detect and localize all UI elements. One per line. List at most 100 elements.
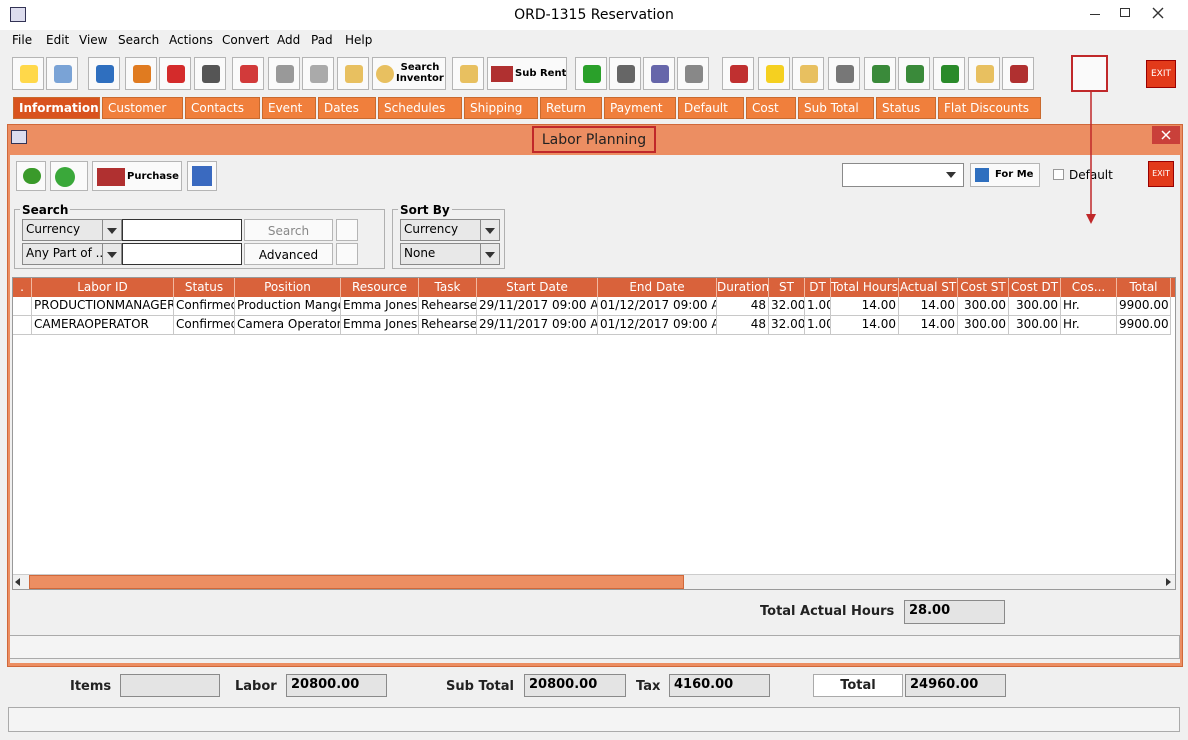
toolbar-button[interactable]	[194, 57, 226, 90]
column-header[interactable]: DT	[805, 278, 831, 297]
search-input[interactable]	[122, 219, 242, 241]
maximize-button[interactable]	[1120, 8, 1130, 17]
search-input[interactable]	[122, 243, 242, 265]
toolbar-button[interactable]	[643, 57, 675, 90]
tab[interactable]: Contacts	[185, 97, 260, 119]
highlighted-button[interactable]	[1071, 55, 1108, 92]
scope-combo[interactable]	[842, 163, 964, 187]
menu-item[interactable]: Actions	[169, 33, 213, 47]
toolbar-button[interactable]	[575, 57, 607, 90]
combo-dropdown[interactable]	[102, 220, 121, 240]
tab[interactable]: Event	[262, 97, 316, 119]
column-header[interactable]: Position	[235, 278, 341, 297]
toolbar-button[interactable]	[864, 57, 896, 90]
scroll-left[interactable]	[15, 578, 20, 586]
toolbar-button[interactable]	[337, 57, 369, 90]
toolbar-button[interactable]	[792, 57, 824, 90]
toolbar-button[interactable]	[677, 57, 709, 90]
combo-dropdown[interactable]	[480, 244, 499, 264]
exit-button[interactable]: EXIT	[1148, 161, 1174, 187]
menu-item[interactable]: Help	[345, 33, 373, 47]
column-header[interactable]: Duration	[717, 278, 769, 297]
tab[interactable]: Cost	[746, 97, 796, 119]
toolbar-button[interactable]	[758, 57, 790, 90]
search-button[interactable]: Search	[244, 219, 333, 241]
toolbar-button[interactable]	[46, 57, 78, 90]
column-header[interactable]: Total	[1117, 278, 1171, 297]
close-button[interactable]	[1152, 7, 1164, 19]
exit-button[interactable]: EXIT	[1146, 60, 1176, 88]
tab[interactable]: Shipping	[464, 97, 538, 119]
toolbar-button[interactable]	[968, 57, 1000, 90]
toolbar-button[interactable]	[12, 57, 44, 90]
menu-item[interactable]: File	[12, 33, 33, 47]
menu-item[interactable]: Pad	[311, 33, 333, 47]
toolbar-button[interactable]	[88, 57, 120, 90]
toolbar-button[interactable]	[268, 57, 300, 90]
toolbar-button[interactable]	[302, 57, 334, 90]
combo-dropdown[interactable]	[480, 220, 499, 240]
combo-dropdown[interactable]	[102, 244, 121, 264]
column-header[interactable]: ST	[769, 278, 805, 297]
column-header[interactable]: Cos...	[1061, 278, 1117, 297]
search-match-combo[interactable]: Any Part of ...	[22, 243, 122, 265]
tab[interactable]: Payment	[604, 97, 676, 119]
tab[interactable]: Return	[540, 97, 602, 119]
toolbar-button[interactable]	[16, 161, 46, 191]
column-header[interactable]: Status	[174, 278, 235, 297]
tab[interactable]: Dates	[318, 97, 376, 119]
tab[interactable]: Customer	[102, 97, 183, 119]
toolbar-button[interactable]	[1002, 57, 1034, 90]
toolbar-button[interactable]	[609, 57, 641, 90]
column-header[interactable]: Cost ST	[958, 278, 1009, 297]
default-checkbox[interactable]	[1053, 169, 1064, 180]
toolbar-button[interactable]	[232, 57, 264, 90]
tab[interactable]: Schedules	[378, 97, 462, 119]
toolbar-button[interactable]: Purchase	[92, 161, 182, 191]
toolbar-button[interactable]	[898, 57, 930, 90]
tab[interactable]: Information	[13, 97, 100, 119]
column-header[interactable]: Resource	[341, 278, 419, 297]
toolbar-button[interactable]	[50, 161, 88, 191]
toolbar-button[interactable]	[828, 57, 860, 90]
scrollbar-thumb[interactable]	[29, 575, 684, 589]
menu-item[interactable]: View	[79, 33, 108, 47]
column-header[interactable]: Total Hours	[831, 278, 899, 297]
toolbar-button[interactable]	[722, 57, 754, 90]
minimize-button[interactable]	[1090, 14, 1100, 15]
column-header[interactable]: Cost DT	[1009, 278, 1061, 297]
tab[interactable]: Default	[678, 97, 744, 119]
menu-item[interactable]: Add	[277, 33, 301, 47]
for-me-button[interactable]: For Me	[970, 163, 1040, 187]
column-header[interactable]: Labor ID	[32, 278, 174, 297]
sub-rent-button[interactable]: Sub Rent	[487, 57, 567, 90]
icon	[766, 65, 784, 83]
search-icon-button[interactable]	[336, 219, 358, 241]
menu-item[interactable]: Convert	[222, 33, 270, 47]
search-inventory-button[interactable]: Search Inventory	[372, 57, 446, 90]
advanced-icon-button[interactable]	[336, 243, 358, 265]
sort-first-combo[interactable]: Currency	[400, 219, 500, 241]
toolbar-button[interactable]	[125, 57, 157, 90]
toolbar-button[interactable]	[159, 57, 191, 90]
advanced-button[interactable]: Advanced	[244, 243, 333, 265]
table-cell: 300.00	[1009, 316, 1061, 335]
total-actual-hours-value: 28.00	[904, 600, 1005, 624]
toolbar-button[interactable]	[187, 161, 217, 191]
column-header[interactable]: Start Date	[477, 278, 598, 297]
search-field-combo[interactable]: Currency	[22, 219, 122, 241]
tab[interactable]: Flat Discounts	[938, 97, 1041, 119]
column-header[interactable]: Actual ST	[899, 278, 958, 297]
toolbar-button[interactable]	[452, 57, 484, 90]
scroll-right[interactable]	[1166, 578, 1171, 586]
close-button[interactable]	[1152, 126, 1180, 144]
column-header[interactable]: Task	[419, 278, 477, 297]
sort-second-combo[interactable]: None	[400, 243, 500, 265]
column-header[interactable]: End Date	[598, 278, 717, 297]
toolbar-button[interactable]	[933, 57, 965, 90]
column-header[interactable]: .	[13, 278, 32, 297]
menu-item[interactable]: Edit	[46, 33, 70, 47]
menu-item[interactable]: Search	[118, 33, 160, 47]
tab[interactable]: Sub Total	[798, 97, 874, 119]
tab[interactable]: Status	[876, 97, 936, 119]
